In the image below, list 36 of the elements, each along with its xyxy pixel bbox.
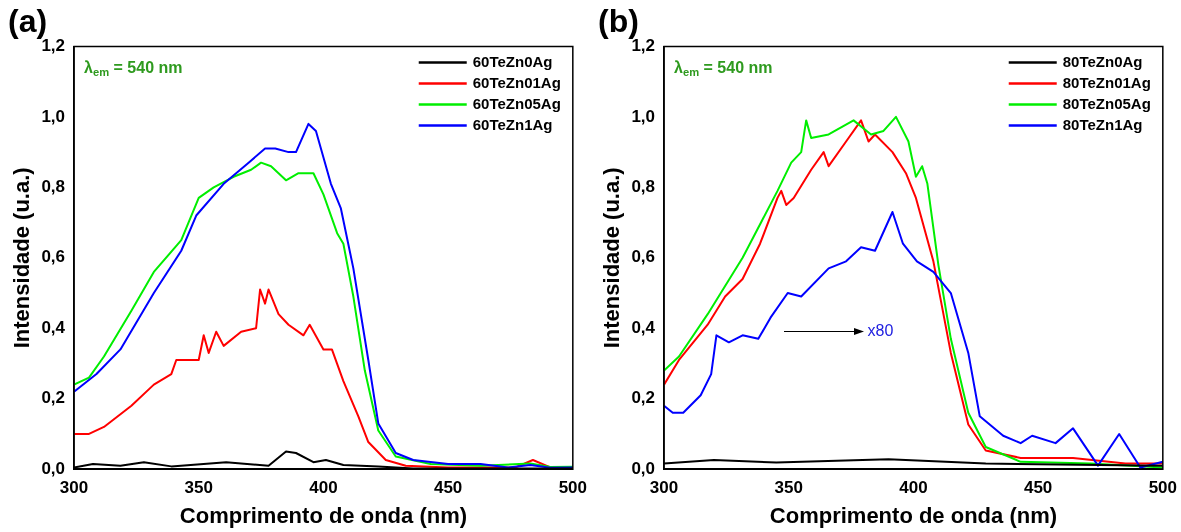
x-tick-label: 300 <box>649 478 679 498</box>
y-axis-title: Intensidade (u.a.) <box>599 167 625 349</box>
x-axis-title: Comprimento de onda (nm) <box>769 502 1058 528</box>
legend-label: 80TeZn0Ag <box>1062 52 1143 70</box>
y-tick-label: 1,0 <box>631 106 656 126</box>
y-tick-label: 0,4 <box>41 317 66 337</box>
legend-label: 60TeZn1Ag <box>472 115 553 133</box>
y-tick-label: 0,8 <box>41 177 66 197</box>
x-tick-label: 400 <box>309 478 338 498</box>
x-tick-label: 500 <box>558 478 588 498</box>
chart-title: (a) <box>8 3 48 40</box>
annotation: x80 <box>867 322 894 340</box>
legend-label: 80TeZn1Ag <box>1062 115 1143 133</box>
legend-label: 60TeZn0Ag <box>472 52 553 70</box>
y-tick-label: 0,0 <box>631 458 656 478</box>
x-tick-label: 450 <box>1023 478 1053 498</box>
y-tick-label: 0,2 <box>41 388 66 408</box>
y-tick-label: 0,8 <box>631 177 656 197</box>
y-axis-title: Intensidade (u.a.) <box>9 167 35 349</box>
y-tick-label: 0,6 <box>41 247 66 267</box>
x-tick-label: 350 <box>774 478 803 498</box>
legend-label: 60TeZn05Ag <box>472 94 561 112</box>
y-tick-label: 0,4 <box>631 317 656 337</box>
y-tick-label: 0,2 <box>631 388 656 408</box>
legend-label: 80TeZn01Ag <box>1062 73 1151 91</box>
y-tick-label: 0,0 <box>41 458 66 478</box>
y-tick-label: 1,0 <box>41 106 66 126</box>
legend-label: 60TeZn01Ag <box>472 73 561 91</box>
x-tick-label: 450 <box>433 478 463 498</box>
x-axis-title: Comprimento de onda (nm) <box>179 502 468 528</box>
x-tick-label: 400 <box>899 478 928 498</box>
x-tick-label: 500 <box>1148 478 1178 498</box>
x-tick-label: 300 <box>59 478 89 498</box>
x-tick-label: 350 <box>184 478 213 498</box>
y-tick-label: 0,6 <box>631 247 656 267</box>
legend-label: 80TeZn05Ag <box>1062 94 1151 112</box>
